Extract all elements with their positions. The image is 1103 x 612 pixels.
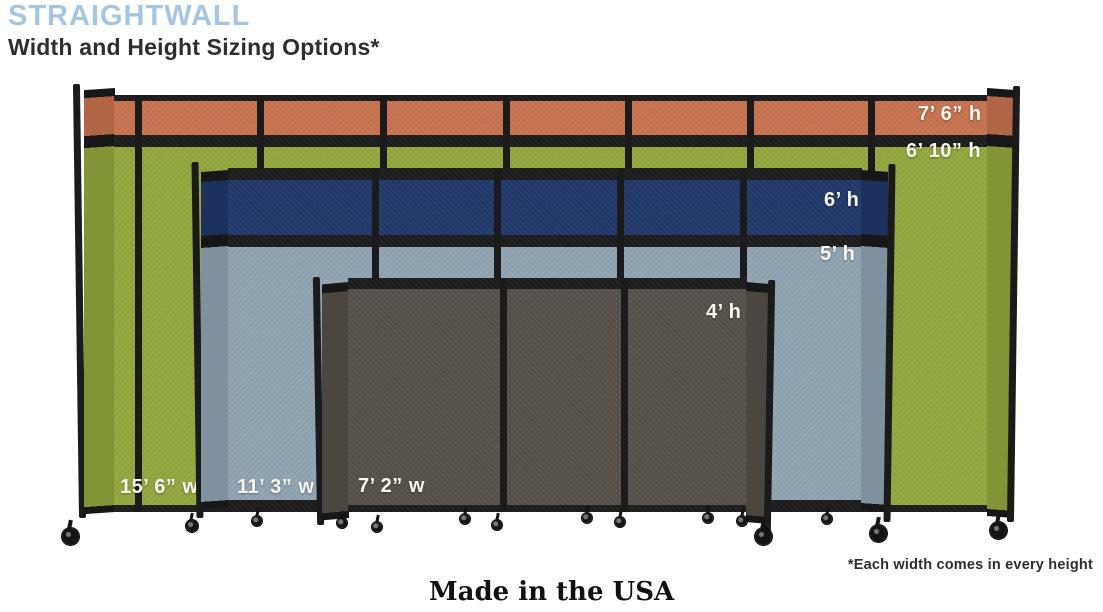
caster-wheel-icon — [990, 522, 1007, 539]
frame-divider-line — [500, 278, 507, 512]
page-subtitle: Width and Height Sizing Options* — [8, 34, 380, 60]
header: STRAIGHTWALL Width and Height Sizing Opt… — [8, 2, 380, 61]
frame-divider-line — [621, 278, 628, 512]
width-label-11-3: 11’ 3” w — [237, 476, 315, 498]
end-panel-left — [322, 282, 349, 521]
caster-wheel-icon — [460, 514, 470, 524]
footnote-text: *Each width comes in every height — [847, 557, 1093, 573]
divider-small-front — [348, 278, 747, 512]
frame-divider-line — [135, 95, 142, 512]
made-in-usa-text: Made in the USA — [428, 577, 675, 607]
caster-wheel-icon — [737, 516, 747, 526]
height-label-6-10: 6’ 10” h — [906, 140, 982, 162]
height-label-7-6: 7’ 6” h — [918, 103, 982, 125]
height-label-4: 4’ h — [706, 301, 742, 323]
caster-wheel-icon — [582, 513, 592, 523]
caster-wheel-icon — [62, 528, 79, 545]
caster-wheel-icon — [252, 516, 262, 526]
caster-wheel-icon — [492, 520, 502, 530]
brand-title: STRAIGHTWALL — [8, 0, 251, 32]
width-label-15-6: 15’ 6” w — [120, 476, 199, 498]
width-label-7-2: 7’ 2” w — [358, 475, 425, 497]
caster-wheel-icon — [703, 513, 713, 523]
caster-wheel-icon — [755, 528, 772, 545]
caster-wheel-icon — [337, 518, 347, 528]
caster-wheel-icon — [615, 517, 625, 527]
caster-wheel-icon — [870, 525, 887, 542]
caster-wheel-icon — [372, 522, 382, 532]
caster-wheel-icon — [822, 514, 832, 524]
caster-wheel-icon — [186, 520, 198, 532]
height-label-6: 6’ h — [824, 189, 860, 211]
height-label-5: 5’ h — [820, 243, 856, 265]
